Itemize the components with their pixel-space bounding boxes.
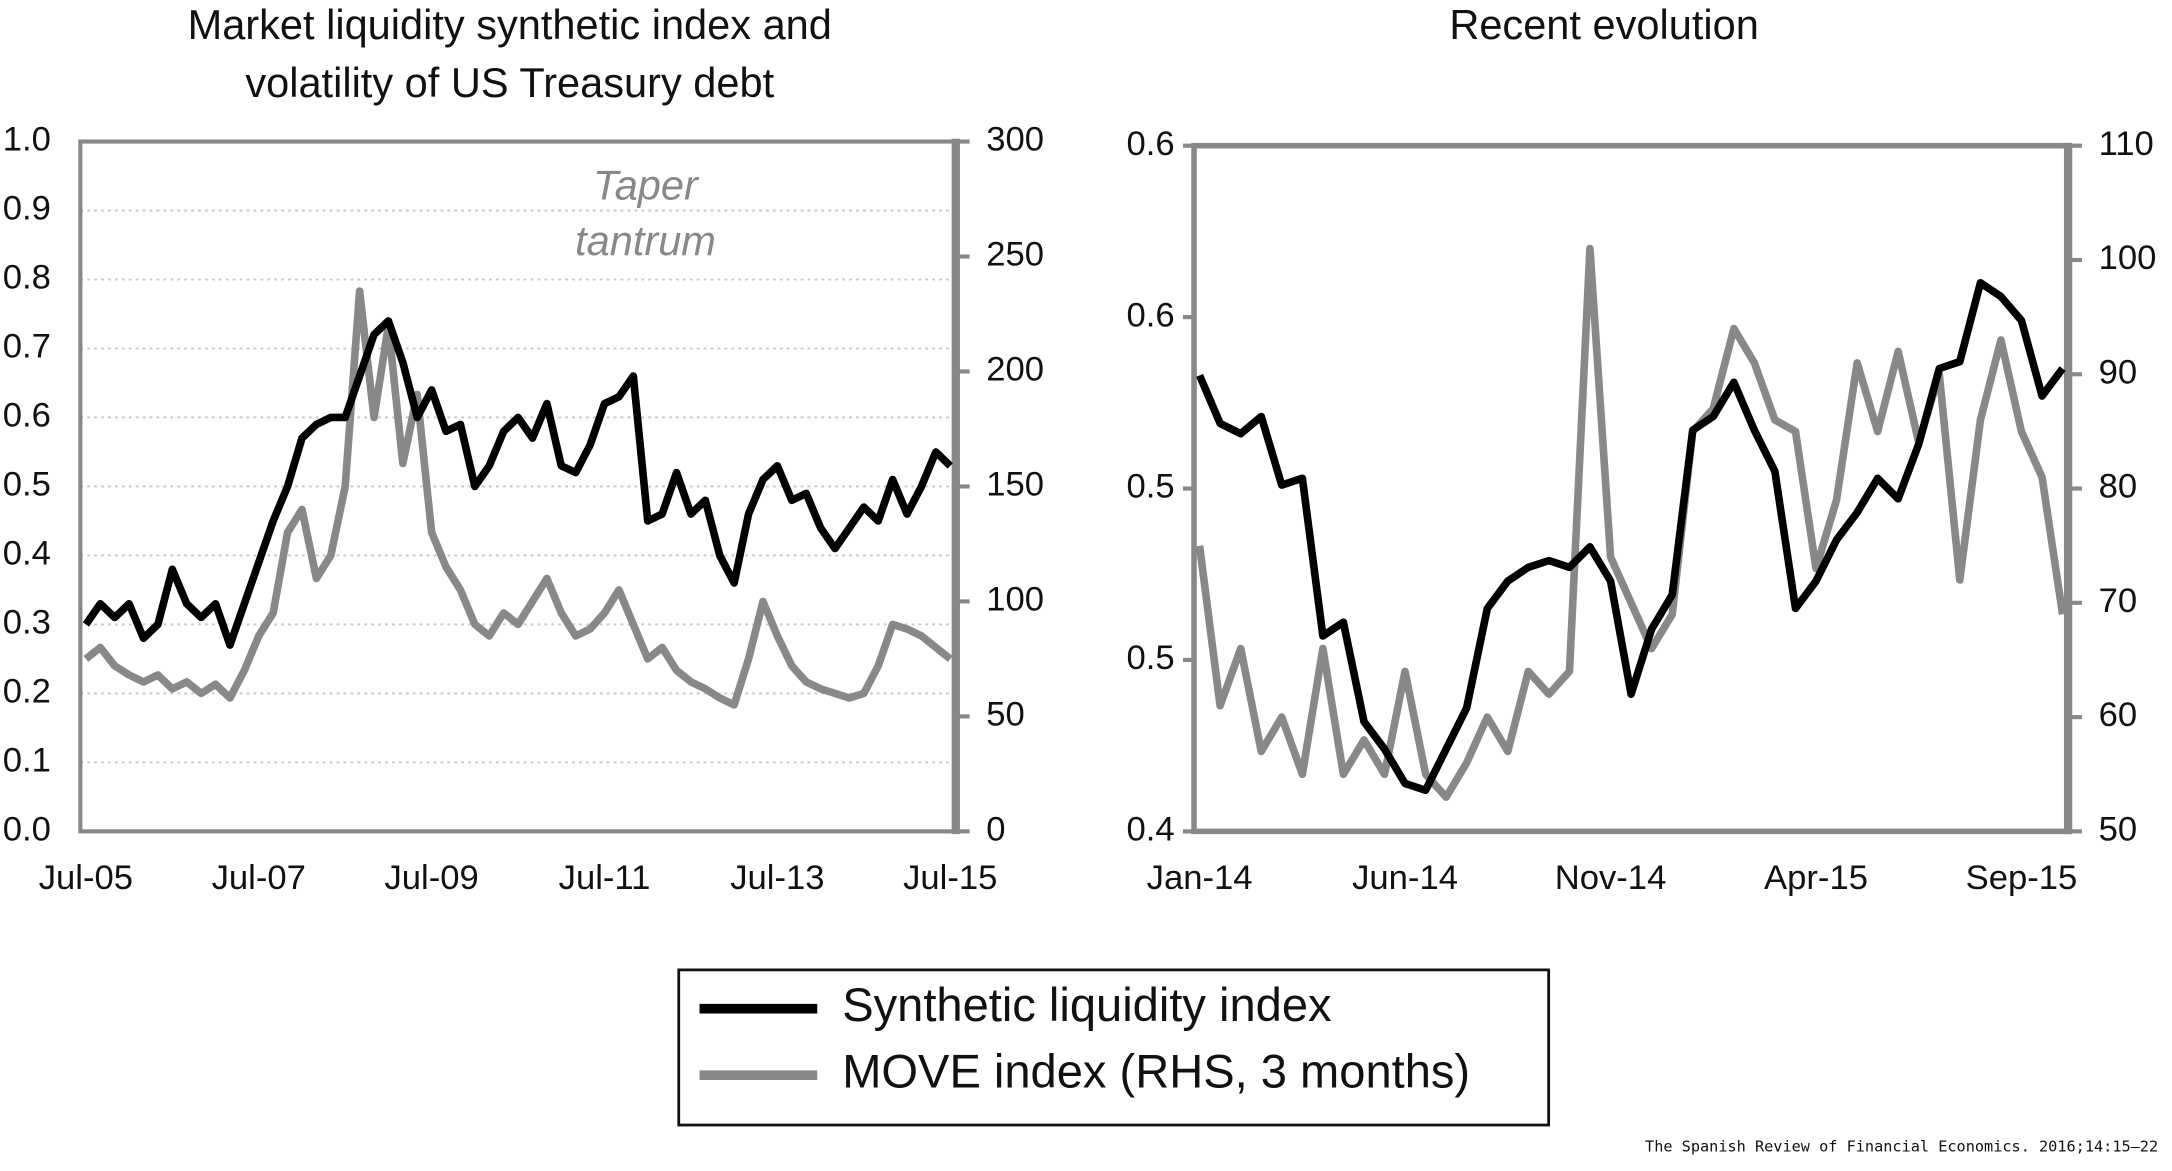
y-tick-label: 0.5 xyxy=(3,466,51,504)
y-tick-label: 0.5 xyxy=(1127,468,1175,506)
chart-title: volatility of US Treasury debt xyxy=(245,59,774,106)
y-tick-label: 0.4 xyxy=(3,535,51,573)
y-tick-label: 1.0 xyxy=(3,121,51,159)
y2-tick-label: 100 xyxy=(2099,239,2157,277)
series-line xyxy=(82,317,953,649)
plot-frame xyxy=(1191,142,2071,835)
legend-box xyxy=(677,968,1551,1127)
y-tick-label: 0.5 xyxy=(1127,639,1175,677)
x-tick-label: Jul-05 xyxy=(39,859,133,897)
y2-tick-label: 200 xyxy=(986,351,1044,389)
y-tick-label: 0.6 xyxy=(1127,296,1175,334)
x-tick-label: Jul-07 xyxy=(212,859,306,897)
y2-tick-label: 70 xyxy=(2099,582,2138,620)
y2-tick-label: 50 xyxy=(986,696,1025,734)
y2-tick-label: 50 xyxy=(2099,811,2138,849)
y2-tick-label: 150 xyxy=(986,466,1044,504)
x-tick-label: Apr-15 xyxy=(1764,859,1868,897)
x-tick-label: Jul-09 xyxy=(384,859,478,897)
y-tick-label: 0.3 xyxy=(3,604,51,642)
x-tick-label: Nov-14 xyxy=(1555,859,1667,897)
y-tick-label: 0.0 xyxy=(3,811,51,849)
y2-tick-label: 250 xyxy=(986,236,1044,274)
y-tick-label: 0.4 xyxy=(1127,811,1175,849)
y2-tick-label: 0 xyxy=(986,811,1005,849)
legend-label: MOVE index (RHS, 3 months) xyxy=(842,1045,1470,1098)
chart-title: Recent evolution xyxy=(1449,1,1758,48)
y2-tick-label: 110 xyxy=(2099,125,2154,163)
chart-title: Market liquidity synthetic index and xyxy=(188,1,832,48)
y2-tick-label: 100 xyxy=(986,581,1044,619)
series-line xyxy=(1196,279,2066,795)
series-line xyxy=(1195,244,2067,801)
y-tick-label: 0.9 xyxy=(3,190,51,228)
y2-tick-label: 60 xyxy=(2099,696,2138,734)
x-tick-label: Jul-15 xyxy=(903,859,997,897)
y-tick-label: 0.1 xyxy=(3,742,51,780)
y-tick-label: 0.6 xyxy=(3,397,51,435)
y-tick-label: 0.7 xyxy=(3,328,51,366)
legend-label: Synthetic liquidity index xyxy=(842,978,1332,1031)
y2-tick-label: 80 xyxy=(2099,468,2138,506)
x-tick-label: Jul-11 xyxy=(559,859,651,897)
y2-tick-label: 90 xyxy=(2099,353,2138,391)
series-line xyxy=(83,287,953,709)
x-tick-label: Jun-14 xyxy=(1352,859,1458,897)
y-tick-label: 0.6 xyxy=(1127,125,1175,163)
x-tick-label: Jul-13 xyxy=(730,859,824,897)
source: The Spanish Review of Financial Economic… xyxy=(1645,1138,2158,1156)
annotation: tantrum xyxy=(575,217,716,264)
annotation: Taper xyxy=(593,162,700,209)
x-tick-label: Jan-14 xyxy=(1147,859,1253,897)
x-tick-label: Sep-15 xyxy=(1966,859,2078,897)
y-tick-label: 0.8 xyxy=(3,259,51,297)
y2-tick-label: 300 xyxy=(986,121,1044,159)
y-tick-label: 0.2 xyxy=(3,673,51,711)
